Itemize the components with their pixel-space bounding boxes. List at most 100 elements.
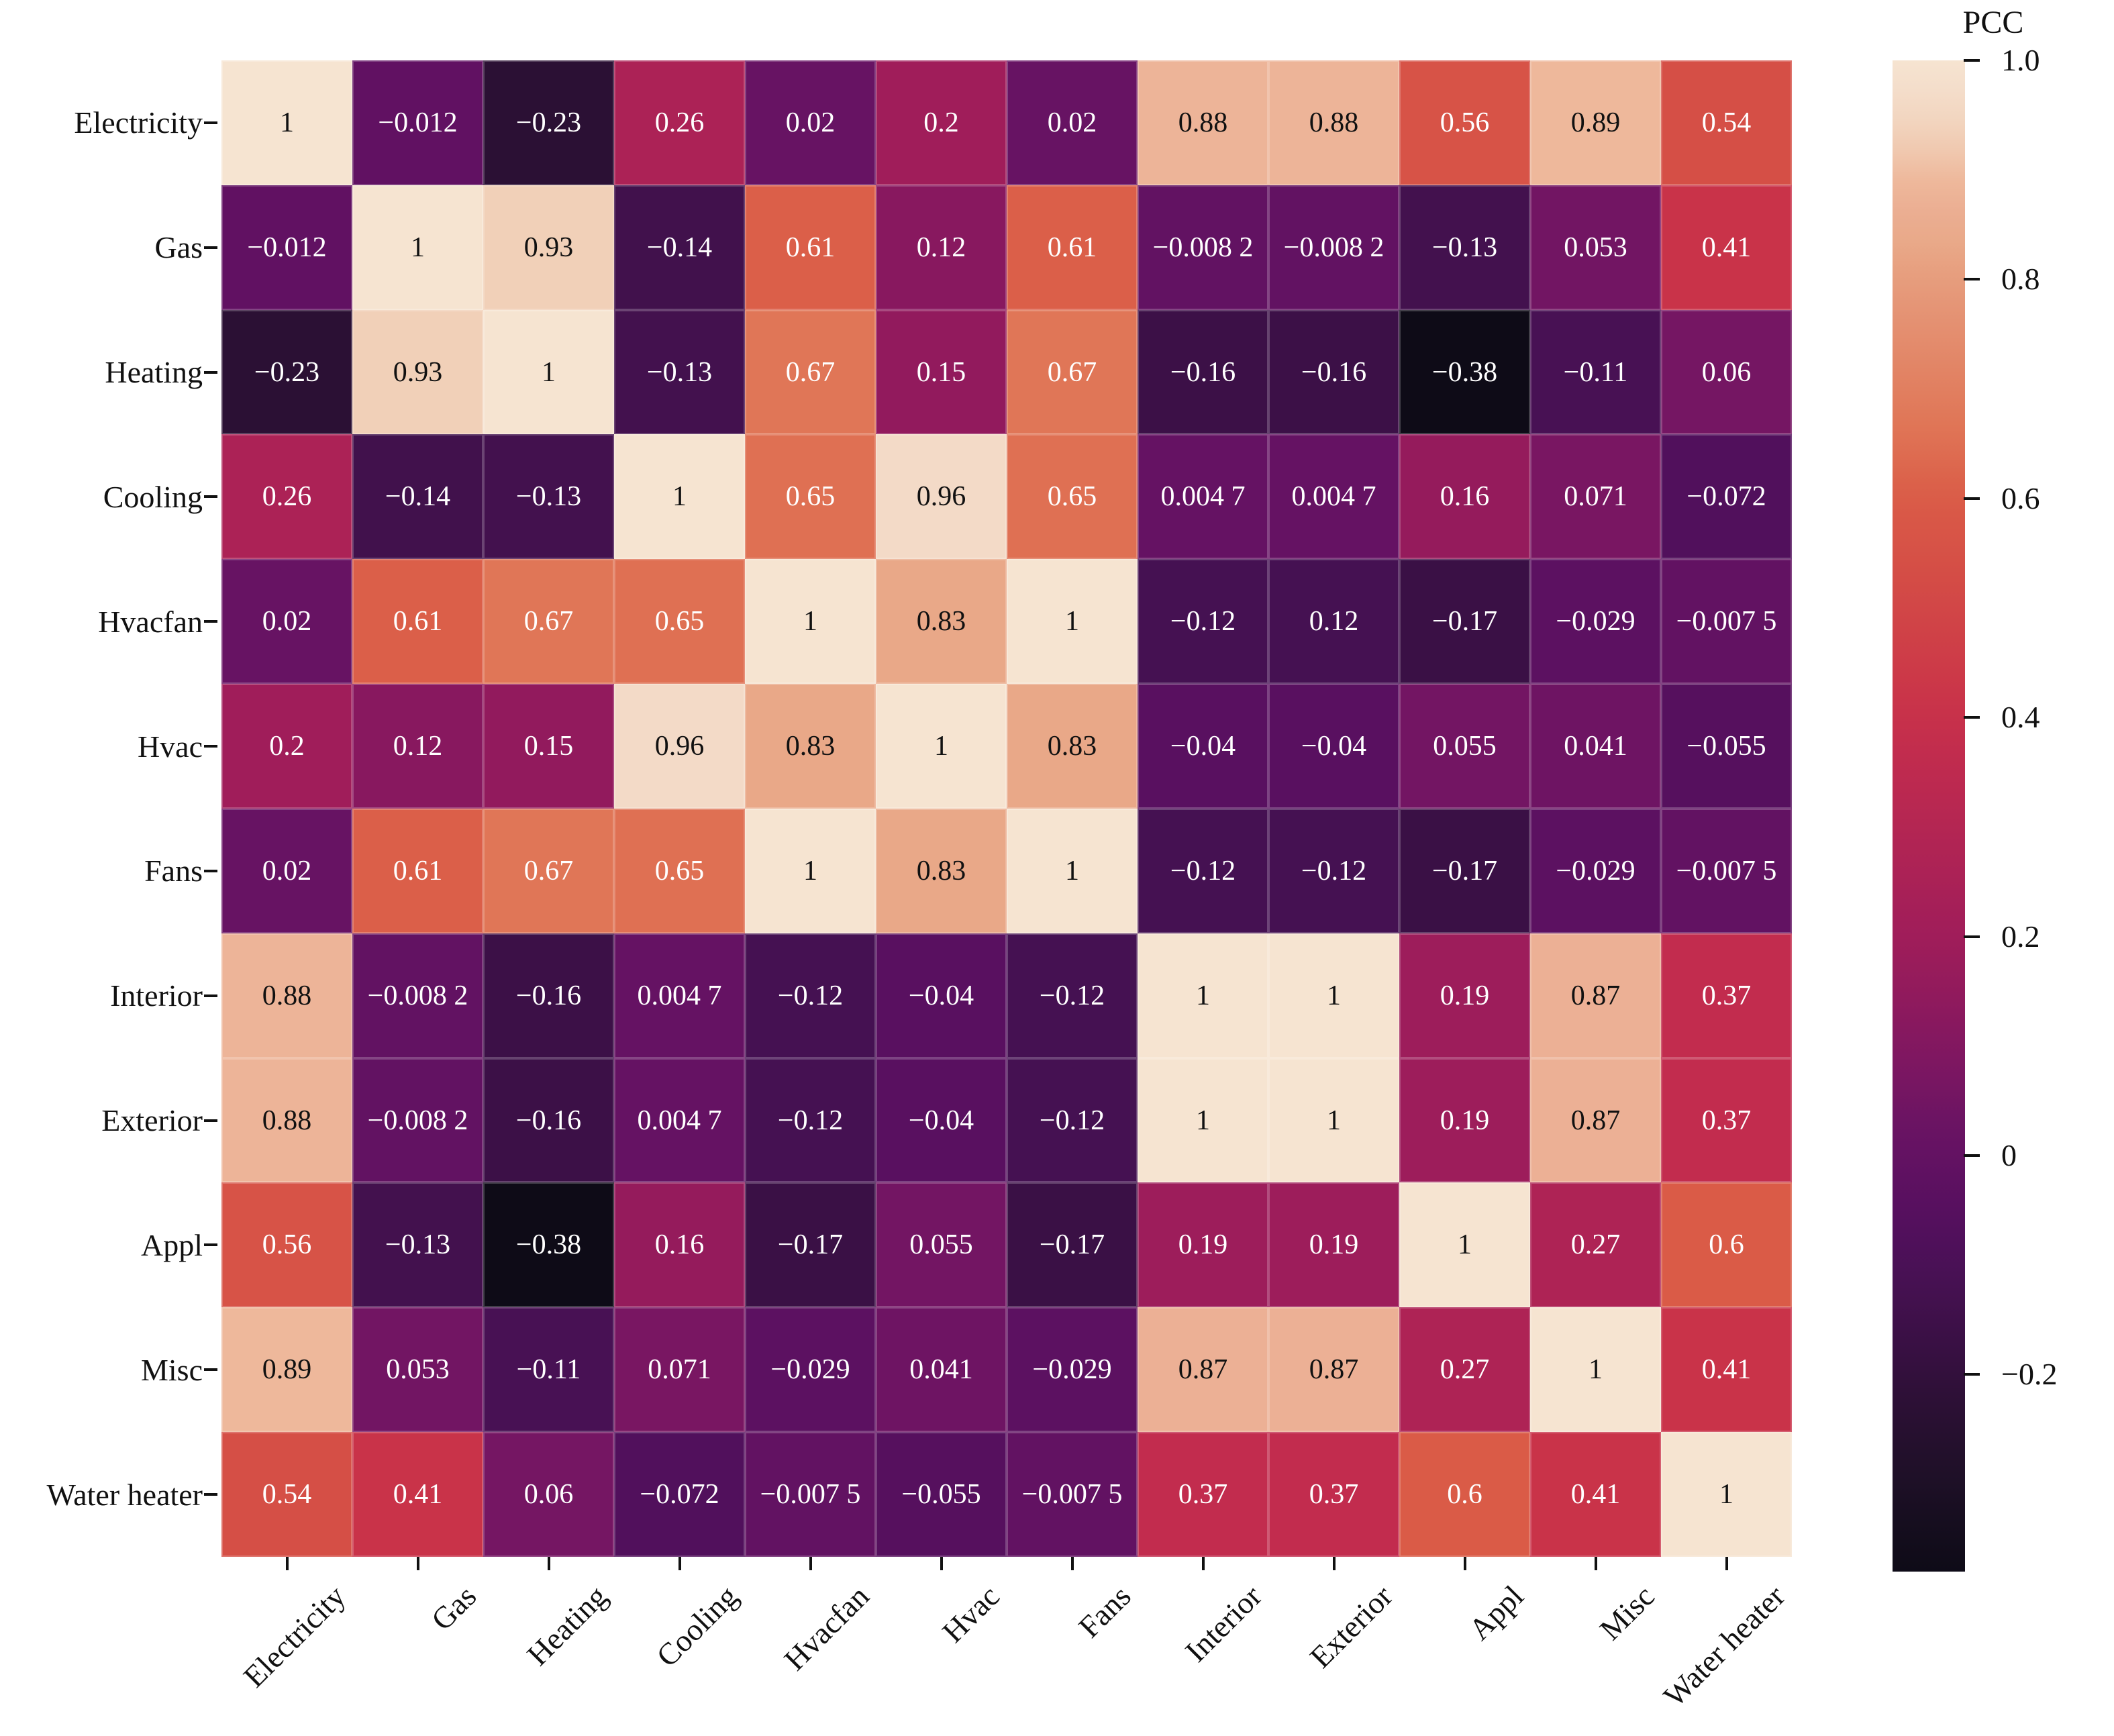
heatmap-cell: 0.87 <box>1268 1307 1399 1433</box>
heatmap-cell: 1 <box>352 185 483 310</box>
y-axis-label: Hvacfan <box>98 604 203 639</box>
y-axis-tick <box>204 1243 217 1247</box>
heatmap-cell: 0.16 <box>614 1182 745 1308</box>
heatmap-cell: −0.04 <box>1138 684 1268 809</box>
x-axis-tick <box>416 1557 419 1570</box>
heatmap-cell: −0.17 <box>745 1182 876 1308</box>
heatmap-cell: 0.37 <box>1138 1432 1268 1557</box>
y-axis-label: Misc <box>141 1352 203 1387</box>
heatmap-cell: −0.072 <box>614 1432 745 1557</box>
colorbar-title: PCC <box>1962 5 2024 40</box>
heatmap-cell: −0.14 <box>614 185 745 310</box>
heatmap-cell: −0.007 5 <box>1007 1432 1138 1557</box>
heatmap-cell: −0.008 2 <box>1138 185 1268 310</box>
y-axis-tick <box>204 620 217 623</box>
heatmap-cell: 1 <box>1661 1432 1792 1557</box>
heatmap-cell: 0.37 <box>1268 1432 1399 1557</box>
heatmap-cell: 0.89 <box>221 1307 352 1433</box>
colorbar-tick-label: −0.2 <box>2001 1357 2058 1392</box>
heatmap-cell: −0.12 <box>1138 808 1268 933</box>
heatmap-cell: 0.37 <box>1661 933 1792 1058</box>
heatmap-cell: 1 <box>221 60 352 185</box>
heatmap-cell: 0.83 <box>1007 684 1138 809</box>
heatmap-cell: −0.029 <box>1007 1307 1138 1433</box>
heatmap-cell: 0.6 <box>1661 1182 1792 1308</box>
heatmap-cell: 0.053 <box>352 1307 483 1433</box>
x-axis-tick <box>1201 1557 1205 1570</box>
heatmap-cell: −0.12 <box>745 1058 876 1183</box>
heatmap-cell: 0.02 <box>221 559 352 684</box>
heatmap-cell: 0.27 <box>1399 1307 1530 1433</box>
colorbar-tick <box>1964 497 1980 500</box>
heatmap-cell: 0.071 <box>1530 434 1661 560</box>
colorbar-tick-label: 0.4 <box>2001 700 2040 735</box>
heatmap-cell: −0.14 <box>352 434 483 560</box>
heatmap-cell: 0.88 <box>1138 60 1268 185</box>
heatmap-cell: 0.12 <box>876 185 1007 310</box>
heatmap-cell: 0.26 <box>221 434 352 560</box>
heatmap-cell: 0.37 <box>1661 1058 1792 1183</box>
heatmap-cell: 0.65 <box>614 808 745 933</box>
heatmap-cell: −0.029 <box>1530 559 1661 684</box>
y-axis-tick <box>204 246 217 249</box>
heatmap-cell: 0.67 <box>483 559 614 684</box>
heatmap-cell: 0.004 7 <box>1138 434 1268 560</box>
heatmap-cell: 0.004 7 <box>614 1058 745 1183</box>
x-axis-tick <box>285 1557 289 1570</box>
y-axis-label: Hvac <box>137 729 203 764</box>
heatmap-cell: 0.41 <box>1661 1307 1792 1433</box>
x-axis-tick <box>1594 1557 1597 1570</box>
heatmap-cell: −0.12 <box>1007 1058 1138 1183</box>
heatmap-cell: −0.23 <box>483 60 614 185</box>
heatmap-cell: 1 <box>1399 1182 1530 1308</box>
heatmap-cell: 0.055 <box>876 1182 1007 1308</box>
heatmap-cell: 0.2 <box>876 60 1007 185</box>
x-axis-tick <box>1332 1557 1336 1570</box>
heatmap-cell: 0.88 <box>221 1058 352 1183</box>
heatmap-cell: 0.2 <box>221 684 352 809</box>
heatmap-cell: 0.67 <box>1007 309 1138 435</box>
heatmap-cell: −0.04 <box>876 933 1007 1058</box>
heatmap-cell: 0.19 <box>1268 1182 1399 1308</box>
y-axis-label: Exterior <box>101 1103 203 1138</box>
heatmap-cell: 0.88 <box>1268 60 1399 185</box>
heatmap-cell: 1 <box>1530 1307 1661 1433</box>
heatmap-cell: 1 <box>1007 559 1138 684</box>
heatmap-cell: 0.055 <box>1399 684 1530 809</box>
colorbar-tick <box>1964 716 1980 719</box>
colorbar-tick <box>1964 59 1980 62</box>
y-axis-label: Cooling <box>103 479 203 514</box>
heatmap-cell: 0.61 <box>352 559 483 684</box>
heatmap-cell: 0.89 <box>1530 60 1661 185</box>
heatmap-cell: −0.38 <box>1399 309 1530 435</box>
heatmap-grid: 1 −0.012 −0.23 0.26 0.02 0.2 0.02 0.88 0.88 0.56 0… <box>221 60 1792 1557</box>
colorbar-tick-label: 0.8 <box>2001 262 2040 297</box>
heatmap-cell: 0.83 <box>876 808 1007 933</box>
heatmap-cell: 0.41 <box>1530 1432 1661 1557</box>
heatmap-cell: −0.04 <box>876 1058 1007 1183</box>
heatmap-cell: 0.56 <box>1399 60 1530 185</box>
heatmap-cell: −0.16 <box>483 1058 614 1183</box>
heatmap-cell: 0.02 <box>1007 60 1138 185</box>
heatmap-cell: −0.11 <box>483 1307 614 1433</box>
heatmap-cell: −0.055 <box>876 1432 1007 1557</box>
heatmap-cell: 0.06 <box>483 1432 614 1557</box>
heatmap-cell: 0.87 <box>1530 1058 1661 1183</box>
heatmap-cell: −0.007 5 <box>745 1432 876 1557</box>
heatmap-cell: 1 <box>1268 1058 1399 1183</box>
heatmap-cell: −0.13 <box>483 434 614 560</box>
colorbar-tick <box>1964 278 1980 281</box>
heatmap-cell: 0.02 <box>745 60 876 185</box>
y-axis-tick <box>204 994 217 997</box>
colorbar-tick <box>1964 1154 1980 1157</box>
heatmap-cell: 0.041 <box>1530 684 1661 809</box>
y-axis-tick <box>204 1493 217 1496</box>
heatmap-cell: 0.16 <box>1399 434 1530 560</box>
heatmap-cell: −0.12 <box>1138 559 1268 684</box>
y-axis-label: Water heater <box>46 1477 203 1512</box>
heatmap-cell: −0.072 <box>1661 434 1792 560</box>
heatmap-cell: 0.93 <box>352 309 483 435</box>
heatmap-cell: −0.008 2 <box>352 933 483 1058</box>
heatmap-cell: 0.004 7 <box>614 933 745 1058</box>
heatmap-cell: 1 <box>1268 933 1399 1058</box>
